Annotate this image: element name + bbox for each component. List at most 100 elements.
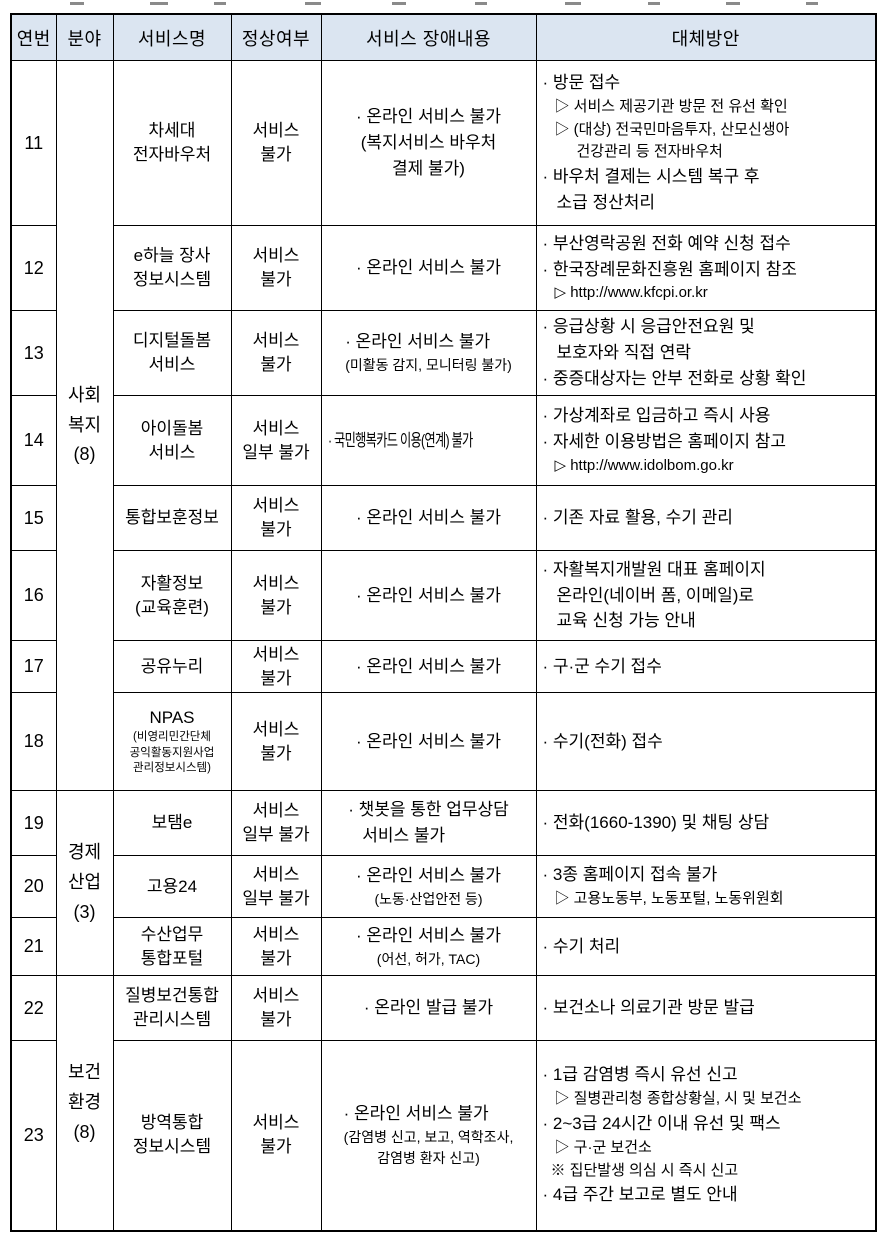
issue-cell: · 온라인 서비스 불가 bbox=[320, 550, 537, 641]
row-number-cell: 15 bbox=[10, 485, 57, 551]
issue-cell-content: · 온라인 서비스 불가 bbox=[322, 505, 535, 531]
alternative-lines: · 1급 감염병 즉시 유선 신고 ▷ 질병관리청 종합상황실, 시 및 보건소 ·… bbox=[537, 1060, 875, 1210]
status-cell: 서비스 불가 bbox=[230, 550, 322, 641]
field-group-line: (8) bbox=[73, 444, 96, 465]
row-number-cell: 22 bbox=[10, 975, 57, 1041]
table-body: 11 사회 복지 (8) 차세대 전자바우처 서비스 불가 · 온라인 서비스 불가 (복지서비스… bbox=[10, 60, 877, 1231]
alternative-lines: · 3종 홈페이지 접속 불가 ▷ 고용노동부, 노동포털, 노동위원회 bbox=[537, 860, 875, 913]
issue-cell-content: · 온라인 서비스 불가 (노동·산업안전 등) bbox=[322, 863, 535, 910]
table-row: 23 방역통합 정보시스템 서비스 불가 · 온라인 서비스 불가 (감염병 신고, 보고,… bbox=[10, 1040, 877, 1231]
row-number-cell: 12 bbox=[10, 225, 57, 311]
text-line: ▷ 질병관리청 종합상황실, 시 및 보건소 bbox=[554, 1090, 802, 1108]
issue-lines: · 온라인 서비스 불가 bbox=[356, 729, 501, 755]
row-number-cell: 19 bbox=[10, 790, 57, 856]
text-line: · 온라인 서비스 불가 bbox=[356, 731, 501, 751]
service-name-cell: 고용24 bbox=[112, 855, 232, 918]
status-line: 서비스 bbox=[252, 331, 300, 351]
text-line: · 응급상황 시 응급안전요원 및 bbox=[542, 317, 755, 337]
table-row: 21 수산업무 통합포털 서비스 불가 · 온라인 서비스 불가 (어선, 허가, TAC)… bbox=[10, 917, 877, 976]
text-line: · 온라인 서비스 불가 bbox=[343, 1104, 489, 1124]
status-line: 서비스 bbox=[252, 719, 300, 739]
table-row: 12 e하늘 장사 정보시스템 서비스 불가 · 온라인 서비스 불가 · 부산영락공원 전… bbox=[10, 225, 877, 311]
field-group-cell: 보건 환경 (8) bbox=[55, 975, 114, 1231]
text-line: · 구·군 수기 접수 bbox=[542, 656, 662, 676]
alternative-cell-content: · 방문 접수 ▷ 서비스 제공기관 방문 전 유선 확인 ▷ (대상) 전국민마음… bbox=[537, 68, 875, 218]
field-group-line: 사회 bbox=[67, 384, 102, 405]
field-group-line: (3) bbox=[73, 901, 96, 922]
text-line: · 온라인 서비스 불가 bbox=[356, 585, 501, 605]
text-line: · 온라인 서비스 불가 bbox=[356, 925, 501, 945]
text-line: · 1급 감염병 즉시 유선 신고 bbox=[542, 1065, 738, 1085]
status-line: 불가 bbox=[260, 948, 292, 968]
col-header-no: 연번 bbox=[10, 13, 57, 61]
status-line: 불가 bbox=[260, 270, 292, 289]
text-line: · 온라인 서비스 불가 bbox=[356, 508, 501, 528]
issue-cell: · 챗봇을 통한 업무상담 서비스 불가 bbox=[320, 790, 537, 856]
status-line: 서비스 bbox=[252, 246, 300, 266]
table-header: 연번 분야 서비스명 정상여부 서비스 장애내용 대체방안 bbox=[10, 13, 877, 61]
service-name-line: 차세대 bbox=[148, 121, 196, 141]
issue-cell-content: · 온라인 서비스 불가 bbox=[322, 255, 535, 281]
text-line: (미활동 감지, 모니터링 불가) bbox=[345, 357, 512, 374]
alternative-cell: · 가상계좌로 입금하고 즉시 사용 · 자세한 이용방법은 홈페이지 참고 ▷ h… bbox=[535, 395, 877, 486]
alternative-lines: · 가상계좌로 입금하고 즉시 사용 · 자세한 이용방법은 홈페이지 참고 ▷ h… bbox=[537, 401, 875, 479]
status-line: 불가 bbox=[260, 520, 292, 539]
status-line: 불가 bbox=[260, 597, 292, 617]
service-name-line: 수산업무 bbox=[140, 924, 204, 944]
alternative-cell: · 부산영락공원 전화 예약 신청 접수 · 한국장례문화진흥원 홈페이지 참조 ▷… bbox=[535, 225, 877, 311]
text-line: 보호자와 직접 연락 bbox=[556, 343, 692, 363]
text-line: · 한국장례문화진흥원 홈페이지 참조 bbox=[542, 259, 797, 279]
alternative-lines: · 방문 접수 ▷ 서비스 제공기관 방문 전 유선 확인 ▷ (대상) 전국민마음… bbox=[537, 68, 875, 218]
status-line: 서비스 bbox=[252, 644, 300, 664]
issue-lines: · 온라인 서비스 불가 (감염병 신고, 보고, 역학조사, 감염병 환자 신고) bbox=[344, 1101, 514, 1169]
issue-cell-content: · 챗봇을 통한 업무상담 서비스 불가 bbox=[322, 797, 535, 849]
text-line: ▷ 구·군 보건소 bbox=[554, 1138, 652, 1156]
alternative-cell: · 수기(전화) 접수 bbox=[535, 692, 877, 791]
service-name-small-line: 관리정보시스템) bbox=[133, 762, 211, 775]
status-line: 불가 bbox=[260, 668, 292, 688]
alternative-cell-content: · 3종 홈페이지 접속 불가 ▷ 고용노동부, 노동포털, 노동위원회 bbox=[537, 860, 875, 913]
alternative-lines: · 구·군 수기 접수 bbox=[537, 652, 875, 682]
status-line: 서비스 bbox=[252, 496, 300, 516]
text-line: ▷ http://www.idolbom.go.kr bbox=[554, 456, 734, 474]
condensed-text: · 국민행복카드 이용(연계) 불가 bbox=[328, 430, 473, 450]
row-number-cell: 16 bbox=[10, 550, 57, 641]
text-line: · 바우처 결제는 시스템 복구 후 bbox=[542, 167, 760, 187]
issue-cell: · 국민행복카드 이용(연계) 불가 bbox=[320, 395, 537, 486]
text-line: · 온라인 서비스 불가 bbox=[356, 107, 501, 127]
service-name-cell: 디지털돌봄 서비스 bbox=[112, 310, 232, 396]
alternative-lines: · 보건소나 의료기관 방문 발급 bbox=[537, 993, 875, 1023]
header-row: 연번 분야 서비스명 정상여부 서비스 장애내용 대체방안 bbox=[10, 13, 877, 61]
service-name-line: 질병보건통합 bbox=[125, 986, 219, 1006]
issue-cell-content: · 온라인 발급 불가 bbox=[322, 995, 535, 1021]
alternative-cell-content: · 자활복지개발원 대표 홈페이지 온라인(네이버 폼, 이메일)로 교육 신청 가… bbox=[537, 555, 875, 636]
service-outage-table: 연번 분야 서비스명 정상여부 서비스 장애내용 대체방안 11 사회 복지 (8) 차… bbox=[10, 13, 877, 1232]
text-line: 결제 불가) bbox=[392, 158, 465, 178]
status-line: 일부 불가 bbox=[242, 442, 310, 462]
text-line: 감염병 환자 신고) bbox=[377, 1150, 480, 1167]
issue-cell: · 온라인 서비스 불가 (어선, 허가, TAC) bbox=[320, 917, 537, 976]
text-line: · 중증대상자는 안부 전화로 상황 확인 bbox=[542, 368, 807, 388]
text-line: · 챗봇을 통한 업무상담 bbox=[348, 800, 509, 820]
service-name-line: 통합포털 bbox=[140, 948, 204, 968]
alternative-cell: · 기존 자료 활용, 수기 관리 bbox=[535, 485, 877, 551]
alternative-cell-content: · 보건소나 의료기관 방문 발급 bbox=[537, 993, 875, 1023]
col-header-issue: 서비스 장애내용 bbox=[320, 13, 537, 61]
status-line: 불가 bbox=[260, 1137, 292, 1157]
text-line: · 기존 자료 활용, 수기 관리 bbox=[542, 508, 733, 528]
text-line: (복지서비스 바우처 bbox=[360, 133, 497, 153]
issue-lines: · 챗봇을 통한 업무상담 서비스 불가 bbox=[348, 797, 509, 849]
status-cell: 서비스 불가 bbox=[230, 1040, 322, 1231]
status-cell: 서비스 일부 불가 bbox=[230, 395, 322, 486]
text-line: · 4급 주간 보고로 별도 안내 bbox=[542, 1185, 738, 1205]
status-cell: 서비스 불가 bbox=[230, 310, 322, 396]
issue-cell: · 온라인 서비스 불가 bbox=[320, 640, 537, 693]
